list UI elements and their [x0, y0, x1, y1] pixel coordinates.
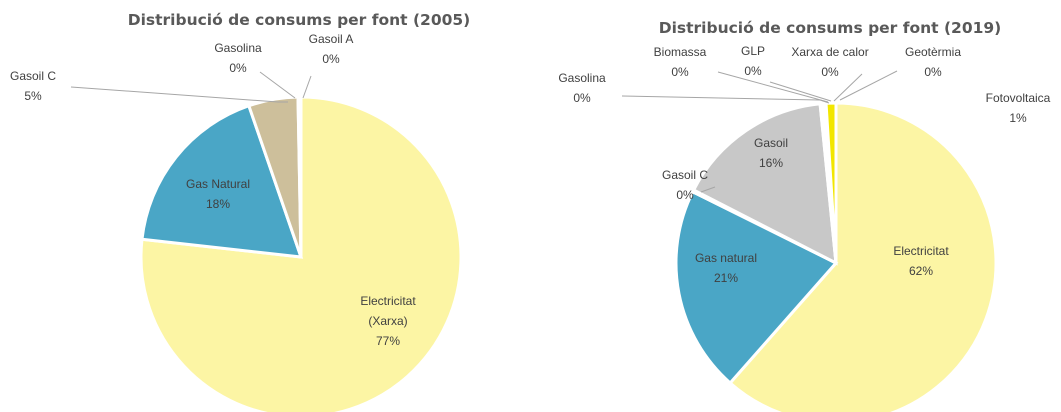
slice-value-gas-natural: 21% — [714, 271, 738, 285]
pie-slice-gasoil — [691, 102, 838, 266]
slice-label-electricitat-xarxa: Electricitat (Xarxa) 77% — [360, 294, 416, 348]
leader-line-biomassa — [717, 71, 829, 103]
leader-line-gasolina — [621, 95, 830, 104]
slice-label-gasoil-c: Gasoil C 5% — [10, 69, 56, 103]
slice-name-xarxa-de-calor: Xarxa de calor — [791, 45, 868, 59]
leader-line-gasoil-c — [70, 86, 288, 103]
slice-value-electricitat: 62% — [909, 264, 933, 278]
slice-value-xarxa-de-calor: 0% — [821, 65, 839, 79]
slice-value-gasoil-c: 5% — [24, 89, 42, 103]
slice-name-glp: GLP — [741, 44, 765, 58]
slice-label-electricitat: Electricitat 62% — [893, 244, 949, 278]
slice-name-gas-natural: Gas natural — [695, 251, 757, 265]
chart-title-2005: Distribució de consums per font (2005) — [128, 11, 471, 29]
slice-name-gasoil-c: Gasoil C — [10, 69, 56, 83]
slice-value-fotovoltaica: 1% — [1009, 111, 1027, 125]
slice-name-electricitat-xarxa: (Xarxa) — [368, 314, 407, 328]
slice-name-electricitat-xarxa: Electricitat — [360, 294, 416, 308]
pie-slice-electricitat — [728, 101, 998, 412]
slice-value-gasolina: 0% — [573, 91, 591, 105]
slice-value-gasoil-c: 0% — [676, 188, 694, 202]
slice-label-xarxa-de-calor: Xarxa de calor 0% — [791, 45, 868, 79]
slice-label-gas-natural: Gas natural 21% — [695, 251, 757, 285]
pie-2005: Electricitat (Xarxa) 77% Gas Natural 18% Gaso… — [10, 32, 463, 412]
pie-slice-gasoil-a — [297, 95, 303, 258]
slice-label-gasoil: Gasoil 16% — [754, 136, 788, 170]
slice-name-gasoil: Gasoil — [754, 136, 788, 150]
pie-slice-fotovoltaica — [824, 101, 838, 264]
slice-label-geotèrmia: Geotèrmia 0% — [905, 45, 961, 79]
leader-line-glp — [769, 81, 832, 102]
slice-name-fotovoltaica: Fotovoltaica — [986, 91, 1051, 105]
slice-label-gasoil-c: Gasoil C 0% — [662, 168, 708, 202]
slice-name-gasoil-c: Gasoil C — [662, 168, 708, 182]
slice-name-gasolina: Gasolina — [558, 71, 606, 85]
slice-label-gasoil-a: Gasoil A 0% — [309, 32, 354, 66]
slice-name-geotèrmia: Geotèrmia — [905, 45, 961, 59]
leader-line-gasolina — [259, 71, 296, 99]
slice-value-gasoil-a: 0% — [322, 52, 340, 66]
leader-line-geotèrmia — [839, 70, 898, 101]
leader-line-gasoil-a — [302, 75, 312, 99]
slice-value-electricitat-xarxa: 77% — [376, 334, 400, 348]
leader-line-xarxa-de-calor — [833, 73, 863, 102]
slice-value-geotèrmia: 0% — [924, 65, 942, 79]
pie-2019: Electricitat 62%Gas natural 21%Gasoil C 0%G… — [558, 44, 1051, 412]
slice-label-biomassa: Biomassa 0% — [654, 45, 707, 79]
slice-label-gasolina: Gasolina 0% — [214, 41, 262, 75]
chart-title-2019: Distribució de consums per font (2019) — [659, 19, 1002, 37]
slice-name-gasolina: Gasolina — [214, 41, 262, 55]
slice-name-gasoil-a: Gasoil A — [309, 32, 354, 46]
pie-slice-gas-natural — [674, 189, 839, 386]
slice-label-glp: GLP 0% — [741, 44, 765, 78]
slice-value-gasoil: 16% — [759, 156, 783, 170]
slice-value-glp: 0% — [744, 64, 762, 78]
slice-label-gasolina: Gasolina 0% — [558, 71, 606, 105]
slice-label-fotovoltaica: Fotovoltaica 1% — [986, 91, 1051, 125]
leader-line-gasoil-c — [700, 186, 716, 193]
slice-label-gas-natural: Gas Natural 18% — [186, 177, 250, 211]
slice-value-gasolina: 0% — [229, 61, 247, 75]
slice-name-gas-natural: Gas Natural — [186, 177, 250, 191]
slice-name-electricitat: Electricitat — [893, 244, 949, 258]
slice-name-biomassa: Biomassa — [654, 45, 707, 59]
slice-value-biomassa: 0% — [671, 65, 689, 79]
slice-value-gas-natural: 18% — [206, 197, 230, 211]
